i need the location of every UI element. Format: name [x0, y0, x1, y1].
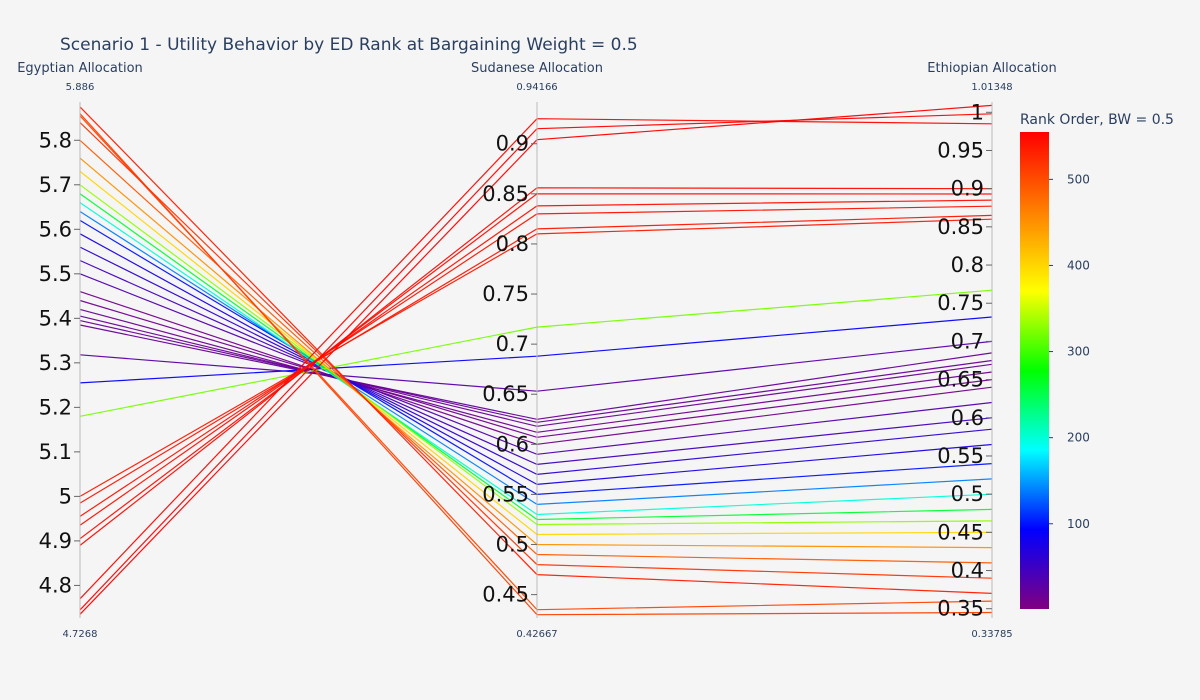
tick-label: 0.7 — [496, 332, 529, 356]
tick-label: 0.4 — [951, 559, 984, 583]
colorbar: Rank Order, BW = 0.5 100 200 300 400 500 — [1020, 112, 1174, 609]
colorbar-tick-label: 200 — [1067, 431, 1090, 445]
tick-label: 0.85 — [937, 215, 984, 239]
tick-label: 4.9 — [39, 529, 72, 553]
tick-label: 0.5 — [496, 533, 529, 557]
axis-sudanese: Sudanese Allocation 0.94166 0.42667 0.45… — [471, 61, 603, 640]
tick-label: 0.5 — [951, 482, 984, 506]
axis-ticks-egyptian: 4.8 4.9 5 5.1 5.2 5.3 5.4 5.5 5.6 5.7 5.8 — [39, 128, 80, 597]
tick-label: 1 — [971, 100, 984, 124]
tick-label: 0.9 — [951, 177, 984, 201]
tick-label: 5.8 — [39, 128, 72, 152]
tick-label: 0.7 — [951, 329, 984, 353]
tick-label: 0.65 — [937, 368, 984, 392]
tick-label: 0.75 — [937, 291, 984, 315]
tick-label: 0.55 — [482, 482, 529, 506]
colorbar-title: Rank Order, BW = 0.5 — [1020, 112, 1174, 128]
tick-label: 5 — [59, 484, 72, 508]
axis-max-label-ethiopian: 1.01348 — [971, 82, 1012, 93]
axis-title-ethiopian: Ethiopian Allocation — [927, 61, 1056, 76]
tick-label: 4.8 — [39, 573, 72, 597]
colorbar-gradient — [1020, 132, 1049, 609]
axis-egyptian: Egyptian Allocation 5.886 4.7268 4.8 4.9 5… — [17, 61, 143, 640]
tick-label: 5.2 — [39, 395, 72, 419]
chart-title: Scenario 1 - Utility Behavior by ED Rank… — [60, 35, 638, 55]
tick-label: 0.85 — [482, 182, 529, 206]
colorbar-ticks: 100 200 300 400 500 — [1049, 172, 1090, 531]
tick-label: 5.3 — [39, 351, 72, 375]
colorbar-tick-label: 100 — [1067, 517, 1090, 531]
tick-label: 0.45 — [937, 520, 984, 544]
axis-min-label-sudanese: 0.42667 — [516, 629, 557, 640]
tick-label: 0.35 — [937, 597, 984, 621]
colorbar-tick-label: 500 — [1067, 172, 1090, 186]
tick-label: 0.65 — [482, 382, 529, 406]
tick-label: 0.9 — [496, 132, 529, 156]
axis-title-egyptian: Egyptian Allocation — [17, 61, 143, 76]
tick-label: 0.6 — [496, 432, 529, 456]
axis-min-label-egyptian: 4.7268 — [63, 629, 98, 640]
tick-label: 0.95 — [937, 138, 984, 162]
axis-title-sudanese: Sudanese Allocation — [471, 61, 603, 76]
axis-ticks-ethiopian: 0.35 0.4 0.45 0.5 0.55 0.6 0.65 0.7 0.75 0.8 0.85 0… — [937, 100, 992, 621]
colorbar-tick-label: 300 — [1067, 345, 1090, 359]
axis-ethiopian: Ethiopian Allocation 1.01348 0.33785 0.3… — [927, 61, 1056, 640]
axis-ticks-sudanese: 0.45 0.5 0.55 0.6 0.65 0.7 0.75 0.8 0.85 0.9 — [482, 132, 537, 607]
tick-label: 0.45 — [482, 583, 529, 607]
tick-label: 0.8 — [951, 253, 984, 277]
tick-label: 5.1 — [39, 440, 72, 464]
axis-max-label-sudanese: 0.94166 — [516, 82, 557, 93]
tick-label: 0.6 — [951, 406, 984, 430]
tick-label: 0.55 — [937, 444, 984, 468]
colorbar-tick-label: 400 — [1067, 258, 1090, 272]
tick-label: 0.8 — [496, 232, 529, 256]
tick-label: 5.4 — [39, 306, 72, 330]
axis-min-label-ethiopian: 0.33785 — [971, 629, 1012, 640]
tick-label: 5.5 — [39, 262, 72, 286]
tick-label: 5.7 — [39, 173, 72, 197]
tick-label: 0.75 — [482, 282, 529, 306]
axis-max-label-egyptian: 5.886 — [66, 82, 95, 93]
tick-label: 5.6 — [39, 217, 72, 241]
